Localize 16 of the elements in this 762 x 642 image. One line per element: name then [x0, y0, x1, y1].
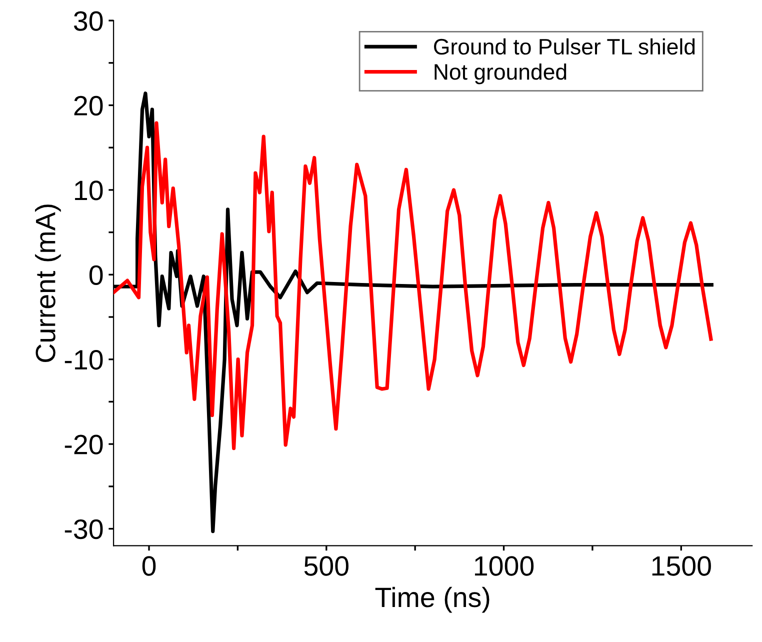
x-tick-label: 500 — [304, 556, 348, 576]
y-tick-label: 20 — [74, 96, 103, 116]
y-tick-label: 0 — [89, 265, 103, 285]
legend-label: Ground to Pulser TL shield — [434, 38, 695, 55]
y-tick-label: -30 — [64, 519, 103, 540]
legend-label: Not grounded — [434, 63, 566, 84]
x-axis-title: Time (ns) — [375, 586, 490, 613]
line-series — [114, 121, 713, 450]
x-tick-label: 1000 — [474, 556, 534, 576]
y-tick-label: 10 — [75, 180, 103, 200]
x-tick-label: 1500 — [652, 556, 711, 576]
y-tick-label: 30 — [74, 11, 103, 31]
y-tick-label: -20 — [64, 434, 103, 454]
x-tick-label: 0 — [142, 556, 156, 576]
y-tick-label: -10 — [64, 350, 103, 370]
y-axis-title: Current (mA) — [35, 204, 61, 362]
